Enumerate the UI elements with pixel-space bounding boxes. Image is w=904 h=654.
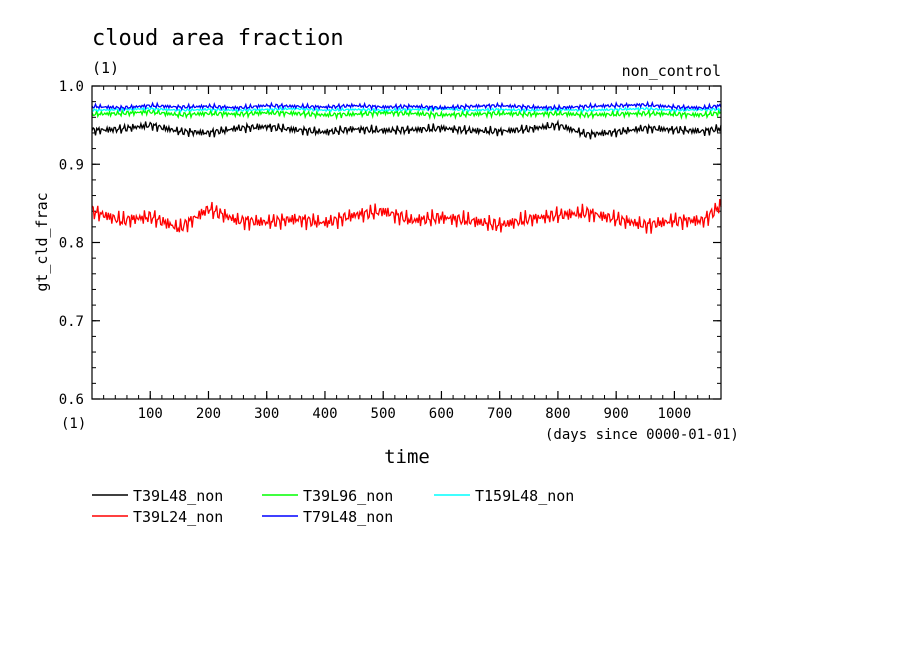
x-tick-label: 200 (196, 406, 221, 422)
x-tick-label: 600 (429, 406, 454, 422)
x-tick-label: 500 (371, 406, 396, 422)
y-tick-label: 0.6 (59, 392, 84, 408)
legend-label-T159L48_non: T159L48_non (475, 487, 574, 505)
series-line-T39L48_non (91, 119, 722, 140)
series-line-T39L96_non (91, 107, 722, 121)
x-tick-label: 100 (138, 406, 163, 422)
y-tick-label: 0.8 (59, 236, 84, 252)
chart-title: cloud area fraction (92, 26, 344, 51)
axis-tick-labels: 100 200 300 400 500 600 700 800 900 1000 0.6 0.7 0.8… (59, 79, 692, 422)
corner-label: non_control (622, 62, 721, 80)
legend-label-T79L48_non: T79L48_non (303, 508, 393, 526)
series-lines (91, 100, 722, 234)
legend-label-T39L96_non: T39L96_non (303, 487, 393, 505)
x-tick-label: 700 (487, 406, 512, 422)
title-unit: (1) (92, 59, 119, 77)
axis-ticks (92, 85, 721, 400)
x-axis-label: time (384, 446, 430, 468)
x-tick-label: 800 (545, 406, 570, 422)
series-line-T79L48_non (91, 100, 722, 113)
x-tick-label: 900 (604, 406, 629, 422)
legend-label-T39L48_non: T39L48_non (133, 487, 223, 505)
y-tick-label: 0.9 (59, 157, 84, 173)
y-axis-unit: (1) (61, 416, 86, 432)
series-line-T39L24_non (91, 199, 722, 234)
y-tick-label: 0.7 (59, 314, 84, 330)
x-axis-unit-note: (days since 0000-01-01) (545, 427, 739, 443)
x-tick-label: 1000 (658, 406, 692, 422)
x-tick-label: 300 (254, 406, 279, 422)
y-tick-label: 1.0 (59, 79, 84, 95)
legend: T39L48_non T39L24_non T39L96_non T79L48_non… (92, 487, 574, 526)
series-line-T159L48_non (91, 105, 722, 114)
x-tick-label: 400 (312, 406, 337, 422)
y-axis-label: gt_cld_frac (33, 192, 51, 291)
plot-frame (91, 85, 722, 400)
legend-label-T39L24_non: T39L24_non (133, 508, 223, 526)
